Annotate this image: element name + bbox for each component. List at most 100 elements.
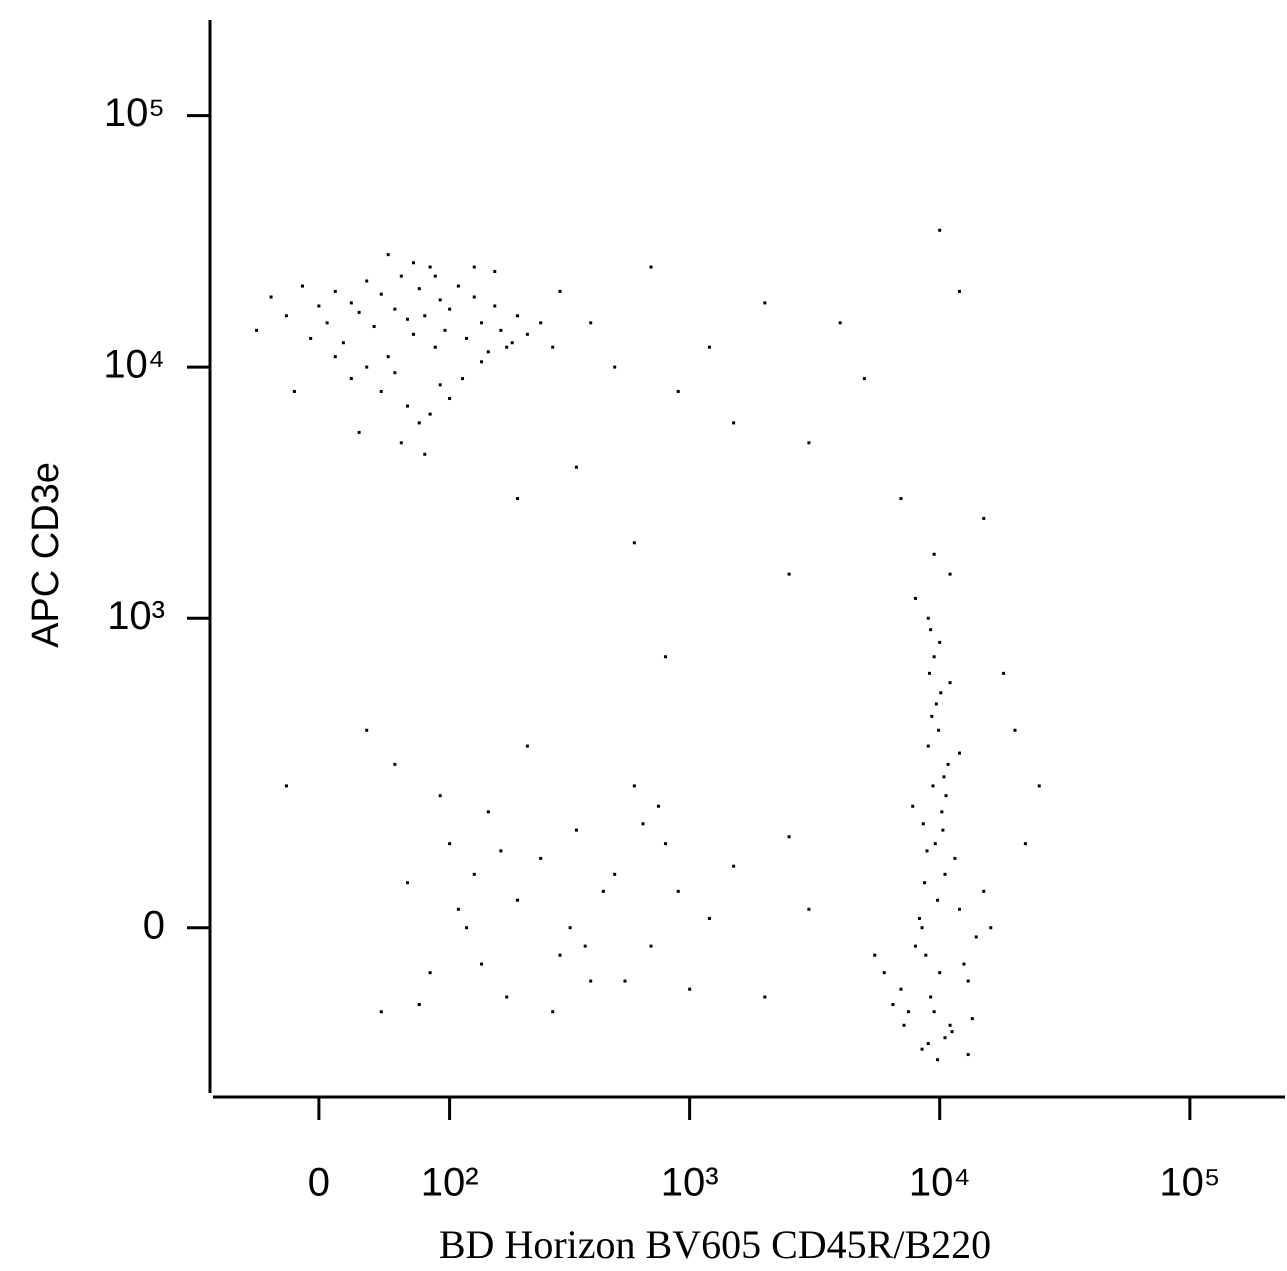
dot <box>913 944 917 948</box>
dot <box>1013 728 1017 732</box>
dot <box>486 350 490 354</box>
dot <box>873 953 877 957</box>
dot <box>917 916 921 920</box>
dot <box>539 856 543 860</box>
dot <box>516 314 520 318</box>
dot <box>1023 842 1027 846</box>
dot <box>927 671 931 675</box>
y-tick-label: 10⁴ <box>103 343 165 387</box>
dot <box>946 762 950 766</box>
dot <box>923 881 927 885</box>
dot <box>924 953 928 957</box>
dot <box>493 269 497 273</box>
x-tick-label: 10³ <box>661 1161 719 1205</box>
dot <box>300 284 304 288</box>
dot <box>787 835 791 839</box>
dot <box>958 751 962 755</box>
dot <box>417 1003 421 1007</box>
dot <box>913 596 917 600</box>
dot <box>938 228 942 232</box>
dot <box>386 253 390 257</box>
dot <box>982 516 986 520</box>
dot <box>493 304 497 308</box>
dot <box>932 655 936 659</box>
dot <box>558 953 562 957</box>
dot <box>732 864 736 868</box>
dot <box>934 702 938 706</box>
dot <box>1002 671 1006 675</box>
dot <box>269 295 273 299</box>
dot <box>944 794 948 798</box>
dot <box>941 828 945 832</box>
dot <box>365 279 369 283</box>
dot <box>891 1003 895 1007</box>
dot <box>940 810 944 814</box>
dot <box>1037 784 1041 788</box>
dot <box>411 332 415 336</box>
dot <box>372 325 376 329</box>
dot <box>505 995 509 999</box>
dot <box>943 872 947 876</box>
dot <box>962 962 966 966</box>
dot <box>707 345 711 349</box>
dot <box>325 321 329 325</box>
dot <box>623 979 627 983</box>
dot <box>589 321 593 325</box>
dot <box>443 328 447 332</box>
dot <box>309 336 313 340</box>
dot <box>428 265 432 269</box>
dot <box>663 655 667 659</box>
dot <box>365 728 369 732</box>
dot <box>920 926 924 930</box>
dot <box>902 1023 906 1027</box>
dot <box>920 1047 924 1051</box>
dot <box>676 889 680 893</box>
dot <box>676 389 680 393</box>
dot <box>317 304 321 308</box>
dot <box>663 842 667 846</box>
dot <box>929 995 933 999</box>
dot <box>899 497 903 501</box>
dot <box>357 430 361 434</box>
dot <box>406 317 410 321</box>
dot <box>465 926 469 930</box>
dot <box>939 691 943 695</box>
dot <box>926 744 930 748</box>
dot <box>505 345 509 349</box>
dot <box>406 881 410 885</box>
dot <box>525 332 529 336</box>
dot <box>958 289 962 293</box>
dot <box>974 935 978 939</box>
dot <box>906 1010 910 1014</box>
dot <box>958 907 962 911</box>
dot <box>417 287 421 291</box>
dot <box>411 261 415 265</box>
dot <box>479 321 483 325</box>
dot <box>551 1010 555 1014</box>
dot <box>393 762 397 766</box>
dot <box>929 628 933 632</box>
dot <box>379 1010 383 1014</box>
x-tick-label: 0 <box>308 1161 330 1205</box>
dot <box>472 265 476 269</box>
dot <box>930 714 934 718</box>
dot <box>423 314 427 318</box>
dot <box>936 1058 940 1062</box>
dot <box>807 907 811 911</box>
x-tick-label: 10² <box>421 1161 479 1205</box>
dot <box>953 856 957 860</box>
dot <box>349 377 353 381</box>
dot <box>948 572 952 576</box>
dot <box>932 552 936 556</box>
dot <box>386 355 390 359</box>
y-tick-label: 0 <box>143 903 165 947</box>
dot <box>656 804 660 808</box>
dot <box>948 1023 952 1027</box>
dot <box>499 849 503 853</box>
dot <box>333 355 337 359</box>
x-axis-title: BD Horizon BV605 CD45R/B220 <box>439 1222 991 1267</box>
dot <box>926 1042 930 1046</box>
dot <box>649 265 653 269</box>
dot <box>448 397 452 401</box>
